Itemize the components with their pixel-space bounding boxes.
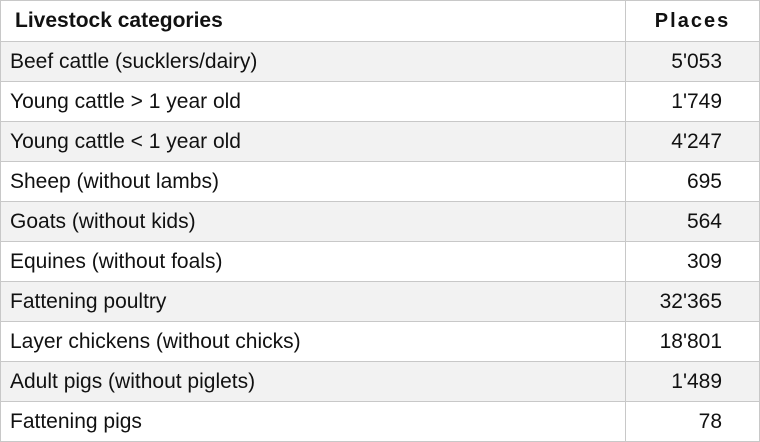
row-category: Equines (without foals) — [0, 241, 626, 282]
row-category: Fattening pigs — [0, 401, 626, 442]
row-places: 564 — [625, 201, 760, 242]
row-category: Adult pigs (without piglets) — [0, 361, 626, 402]
table-row: Fattening pigs 78 — [0, 401, 760, 442]
header-row: Livestock categories Places — [0, 0, 760, 42]
row-category: Layer chickens (without chicks) — [0, 321, 626, 362]
row-category: Sheep (without lambs) — [0, 161, 626, 202]
row-category: Beef cattle (sucklers/dairy) — [0, 41, 626, 82]
row-category: Fattening poultry — [0, 281, 626, 322]
row-places: 78 — [625, 401, 760, 442]
table-row: Young cattle < 1 year old 4'247 — [0, 121, 760, 162]
row-places: 309 — [625, 241, 760, 282]
row-places: 5'053 — [625, 41, 760, 82]
row-places: 1'489 — [625, 361, 760, 402]
row-places: 32'365 — [625, 281, 760, 322]
table-row: Goats (without kids) 564 — [0, 201, 760, 242]
table-row: Beef cattle (sucklers/dairy) 5'053 — [0, 41, 760, 82]
header-category: Livestock categories — [0, 0, 626, 42]
row-category: Goats (without kids) — [0, 201, 626, 242]
row-places: 4'247 — [625, 121, 760, 162]
table-row: Adult pigs (without piglets) 1'489 — [0, 361, 760, 402]
header-places: Places — [625, 0, 760, 42]
row-category: Young cattle > 1 year old — [0, 81, 626, 122]
table-row: Young cattle > 1 year old 1'749 — [0, 81, 760, 122]
table-row: Fattening poultry 32'365 — [0, 281, 760, 322]
table-row: Layer chickens (without chicks) 18'801 — [0, 321, 760, 362]
row-places: 18'801 — [625, 321, 760, 362]
row-category: Young cattle < 1 year old — [0, 121, 626, 162]
table-row: Equines (without foals) 309 — [0, 241, 760, 282]
table-row: Sheep (without lambs) 695 — [0, 161, 760, 202]
row-places: 695 — [625, 161, 760, 202]
row-places: 1'749 — [625, 81, 760, 122]
